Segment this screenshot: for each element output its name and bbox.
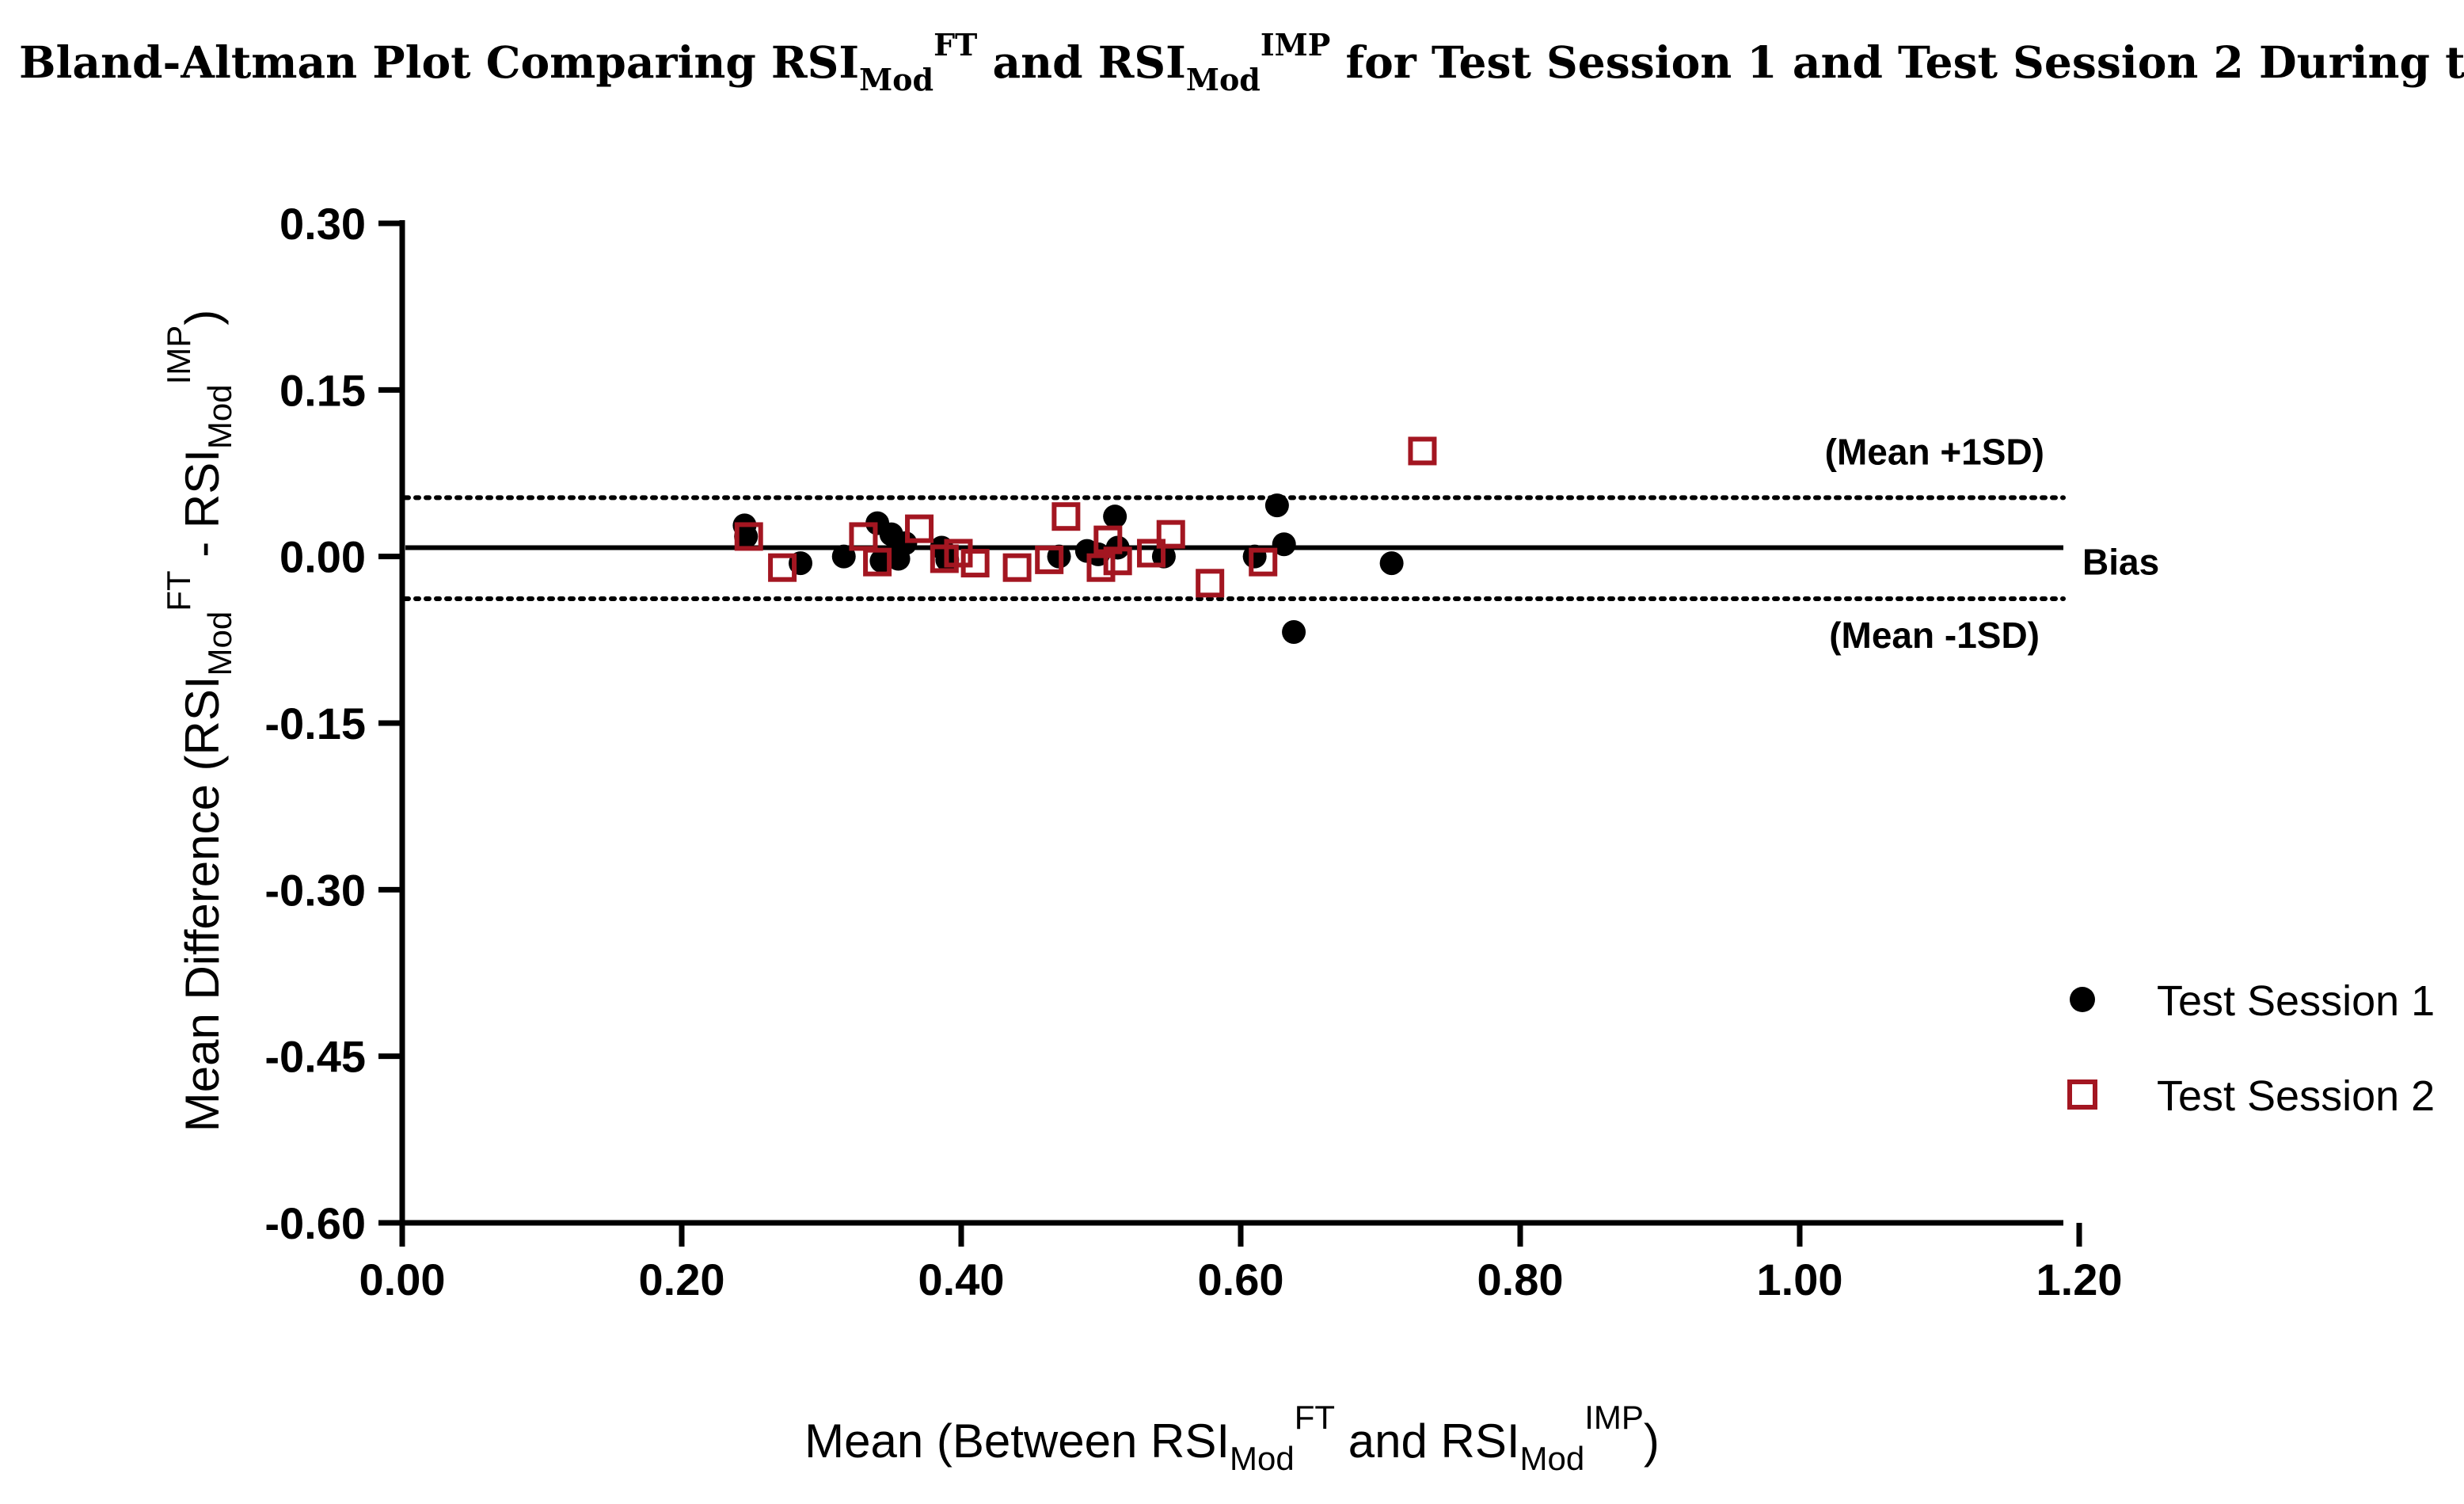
legend-label: Test Session 1 — [2157, 977, 2435, 1025]
ref-label-upper: (Mean +1SD) — [1825, 431, 2044, 472]
point-session1 — [1282, 620, 1306, 645]
x-tick-label: 1.20 — [2036, 1255, 2123, 1304]
point-session2 — [1051, 502, 1081, 531]
ylabel-sub1: Mod — [201, 611, 238, 676]
point-session2 — [1035, 545, 1064, 574]
ylabel-suffix: ) — [176, 310, 229, 326]
point-session2 — [1002, 553, 1032, 582]
legend-marker-session1 — [2070, 987, 2095, 1012]
y-tick-label: -0.60 — [264, 1198, 366, 1248]
point-session2 — [1103, 546, 1132, 576]
title-sup1: FT — [934, 27, 977, 63]
xlabel-sub2: Mod — [1520, 1440, 1585, 1477]
point-session2 — [1156, 520, 1185, 549]
point-session2 — [1137, 539, 1166, 568]
ylabel-sup1: FT — [160, 570, 197, 611]
y-axis-label: Mean Difference (RSIModFT - RSIModIMP) — [160, 310, 238, 1133]
point-session2 — [1408, 436, 1437, 466]
x-tick-label: 0.60 — [1198, 1255, 1284, 1304]
x-tick-label: 0.20 — [639, 1255, 725, 1304]
ylabel-prefix: Mean Difference (RSI — [176, 676, 229, 1132]
x-ticks: 0.00 0.20 0.40 0.60 0.80 1.00 1.20 — [359, 1223, 2123, 1304]
xlabel-sup1: FT — [1295, 1399, 1335, 1436]
title-prefix: Bland-Altman Plot Comparing RSI — [19, 36, 859, 88]
point-session2 — [863, 547, 892, 577]
y-tick-label: 0.00 — [279, 532, 366, 582]
legend: Test Session 1 Test Session 2 — [2067, 977, 2435, 1120]
x-axis-label: Mean (Between RSIModFT and RSIModIMP) — [804, 1399, 1660, 1477]
xlabel-sub1: Mod — [1230, 1440, 1295, 1477]
legend-label: Test Session 2 — [2157, 1072, 2435, 1120]
xlabel-sup2: IMP — [1584, 1399, 1644, 1436]
xlabel-suffix: ) — [1644, 1415, 1660, 1468]
xlabel-mid: and RSI — [1335, 1415, 1519, 1468]
point-session1 — [1264, 493, 1289, 518]
y-tick-label: -0.15 — [264, 699, 366, 748]
title-sub1: Mod — [859, 62, 934, 97]
point-session2 — [734, 522, 763, 551]
x-tick-label: 0.00 — [359, 1255, 446, 1304]
xlabel-prefix: Mean (Between RSI — [804, 1415, 1230, 1468]
x-tick-label: 0.80 — [1477, 1255, 1564, 1304]
reference-lines: Bias (Mean +1SD) (Mean -1SD) — [403, 431, 2159, 656]
point-session1 — [1272, 532, 1296, 557]
title-sup2: IMP — [1261, 27, 1330, 63]
y-tick-label: -0.30 — [264, 865, 366, 915]
point-session2 — [768, 553, 797, 582]
x-tick-label: 0.40 — [918, 1255, 1005, 1304]
chart-title: Bland-Altman Plot Comparing RSIModFT and… — [19, 27, 2464, 97]
point-session1 — [1103, 505, 1127, 529]
point-session2 — [960, 549, 990, 578]
ylabel-mid: - RSI — [176, 449, 229, 570]
point-session1 — [734, 524, 759, 549]
legend-marker-session2 — [2067, 1079, 2097, 1110]
ylabel-sup2: IMP — [160, 326, 197, 385]
point-session1 — [893, 531, 918, 555]
ylabel-sub2: Mod — [201, 384, 238, 449]
x-tick-label: 1.00 — [1757, 1255, 1843, 1304]
title-mid: and RSI — [977, 36, 1186, 88]
point-session2 — [1249, 547, 1278, 577]
y-tick-label: 0.15 — [279, 365, 366, 415]
point-session2 — [1086, 553, 1116, 582]
point-session2 — [1196, 569, 1225, 598]
title-suffix: for Test Session 1 and Test Session 2 Du… — [1330, 36, 2464, 88]
ref-label-lower: (Mean -1SD) — [1829, 615, 2040, 656]
point-session2 — [905, 514, 934, 543]
ref-label-bias: Bias — [2082, 541, 2159, 582]
y-tick-label: 0.30 — [279, 199, 366, 249]
title-sub2: Mod — [1186, 62, 1261, 97]
y-tick-label: -0.45 — [264, 1032, 366, 1082]
y-ticks: 0.30 0.15 0.00 -0.15 -0.30 -0.45 -0.60 — [264, 199, 402, 1248]
data-points — [732, 436, 1437, 645]
point-session1 — [1379, 551, 1404, 576]
